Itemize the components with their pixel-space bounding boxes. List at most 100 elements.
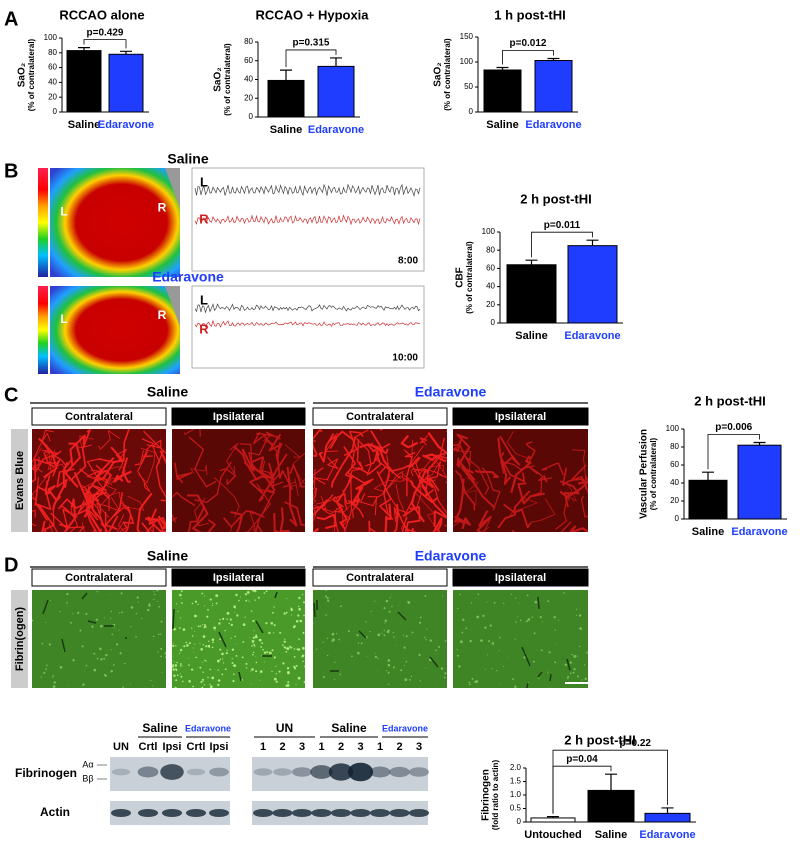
vessel [98, 430, 121, 450]
speck [476, 615, 480, 619]
speck [172, 644, 175, 647]
panel-label: B [4, 160, 18, 182]
speck [393, 636, 395, 638]
speck [429, 639, 432, 642]
speck [488, 640, 491, 643]
speck [273, 624, 276, 627]
region-label: Contralateral [346, 411, 414, 423]
vessel [155, 449, 166, 499]
speck [366, 656, 368, 657]
speck [191, 627, 193, 629]
speck [181, 602, 183, 604]
y-tick-label: 1.0 [510, 790, 522, 799]
speck [554, 661, 557, 664]
speck [175, 679, 178, 682]
speck [161, 671, 163, 673]
y-axis-label: (% of contralateral) [465, 241, 474, 314]
speck [254, 599, 256, 601]
image-mask [165, 168, 180, 208]
speck [297, 676, 301, 680]
vessel [140, 450, 154, 463]
speck [315, 648, 318, 650]
speck [426, 628, 428, 630]
flux-trace [194, 214, 421, 226]
speck [334, 661, 336, 664]
speck [295, 683, 297, 685]
speck [250, 670, 252, 672]
speck [136, 596, 139, 599]
bar [66, 50, 102, 113]
vessel [474, 469, 499, 478]
micrograph [453, 590, 588, 688]
dark-vessel [537, 596, 540, 610]
chain-pointer [97, 764, 107, 780]
micrograph [453, 429, 588, 532]
speck [179, 665, 182, 667]
speck [392, 631, 394, 634]
speck [493, 601, 496, 604]
speck [262, 648, 264, 651]
vessel [455, 438, 472, 471]
vessel [313, 468, 316, 490]
dark-vessel [549, 673, 552, 682]
bar [587, 789, 635, 823]
error-bar [280, 69, 292, 81]
dark-vessel [397, 611, 407, 621]
speck [199, 642, 201, 644]
speck [273, 677, 277, 681]
speck [278, 670, 281, 673]
speck [264, 661, 265, 663]
speck [174, 664, 178, 667]
speck [226, 618, 228, 620]
significance-bracket [285, 49, 337, 68]
vessel [194, 497, 210, 527]
speck [124, 662, 126, 665]
error-bar [525, 259, 538, 265]
vessel [137, 451, 151, 493]
vessel [83, 492, 105, 528]
speck [285, 611, 288, 614]
vessel [456, 433, 476, 481]
vessel [426, 456, 444, 473]
band [409, 767, 429, 777]
vessel [388, 472, 415, 488]
lane-label: 3 [416, 741, 422, 753]
speck [222, 617, 225, 620]
speck [273, 632, 275, 634]
speck [122, 686, 124, 688]
significance-bracket [502, 50, 554, 65]
speck [303, 680, 305, 684]
speck [293, 625, 296, 628]
speck [251, 683, 252, 685]
speck [208, 640, 210, 642]
micrograph [172, 429, 305, 532]
dark-vessel [274, 591, 278, 599]
speck [326, 597, 329, 600]
vessel [435, 454, 447, 484]
vessel [413, 468, 447, 478]
error-bar [661, 807, 674, 814]
speck [517, 616, 519, 618]
vessel [415, 457, 433, 486]
vessel [41, 520, 46, 532]
y-tick-label: 80 [486, 245, 495, 254]
x-tick-label: Saline [270, 124, 302, 136]
speck [548, 651, 551, 654]
dark-vessel [566, 658, 571, 671]
vessel [510, 455, 532, 493]
speck [203, 659, 206, 661]
speck [68, 685, 70, 686]
vessel [313, 495, 327, 510]
vessel [313, 487, 318, 501]
speck [456, 648, 458, 651]
vessel [32, 450, 59, 473]
vessel [393, 507, 406, 522]
dark-vessel [526, 682, 529, 688]
dark-vessel [172, 608, 175, 630]
vessel [420, 484, 447, 527]
speck [465, 627, 468, 630]
hemisphere-label: R [158, 308, 167, 322]
speck [148, 604, 151, 607]
x-tick-label: Saline [68, 119, 100, 131]
y-tick-label: 100 [482, 227, 496, 236]
